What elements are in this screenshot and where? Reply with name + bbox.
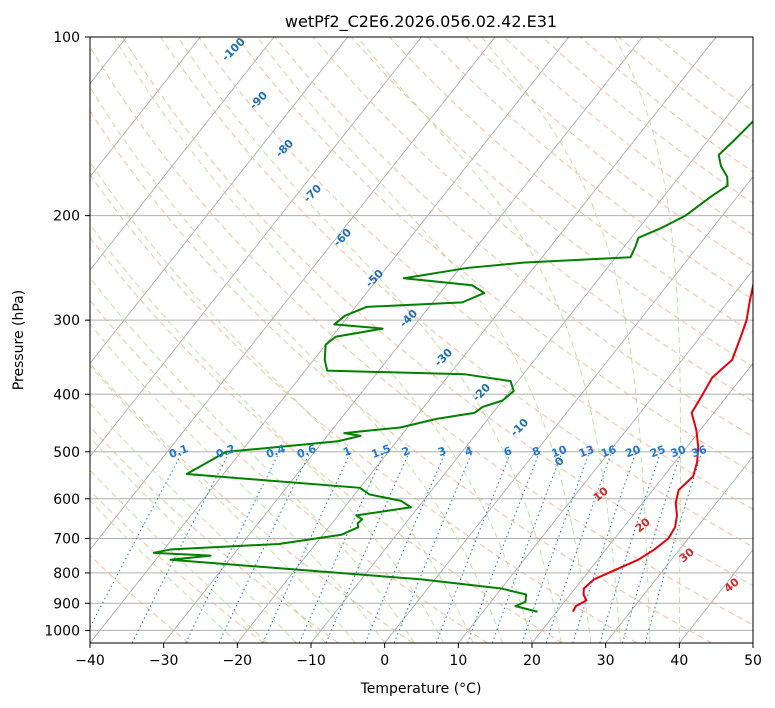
x-tick-label: 20 xyxy=(523,653,541,669)
mixing-ratio-line xyxy=(621,451,682,643)
y-tick-label: 100 xyxy=(53,30,80,46)
y-tick-label: 700 xyxy=(53,532,80,548)
mixing-ratio-line xyxy=(90,451,184,629)
dry-adiabat-line xyxy=(236,37,753,474)
x-tick-label: −10 xyxy=(296,653,326,669)
dewpoint-profile-line xyxy=(152,119,753,613)
mixing-ratio-label: 13 xyxy=(577,443,596,460)
isotherm-line xyxy=(90,37,201,178)
y-axis-title: Pressure (hPa) xyxy=(11,290,27,390)
dry-adiabat-line xyxy=(350,37,753,368)
x-tick-label: 0 xyxy=(380,653,389,669)
isotherm-line xyxy=(90,37,275,271)
mixing-ratio-label: 2 xyxy=(400,444,412,459)
moist-adiabat-line xyxy=(90,277,415,643)
moist-adiabat-line xyxy=(90,469,268,643)
moist-adiabat-line xyxy=(90,223,445,643)
dry-adiabat-line xyxy=(121,37,753,587)
y-tick-label: 400 xyxy=(53,387,80,403)
moist-adiabat-line xyxy=(90,323,386,643)
y-tick-label: 300 xyxy=(53,313,80,329)
mixing-ratio-label: 4 xyxy=(463,444,475,459)
moist-adiabat-line xyxy=(177,37,562,643)
moist-adiabat-line xyxy=(90,436,297,643)
dry-adiabat-line xyxy=(90,236,563,643)
moist-adiabat-line xyxy=(90,500,238,643)
mixing-ratio-label: 16 xyxy=(599,443,618,461)
isotherm-line xyxy=(90,37,570,643)
dry-adiabat-line xyxy=(90,45,753,626)
dry-adiabat-line xyxy=(90,299,488,643)
moist-adiabat-line xyxy=(356,37,621,643)
isotherm-line xyxy=(752,642,753,643)
y-tick-label: 500 xyxy=(53,445,80,461)
dry-adiabat-line xyxy=(198,37,753,511)
x-tick-label: −30 xyxy=(149,653,179,669)
isotherm-line xyxy=(90,37,496,551)
mixing-ratio-label: 36 xyxy=(690,443,709,461)
moist-adiabat-line xyxy=(481,37,651,643)
mixing-ratio-label: 30 xyxy=(669,443,688,461)
chart-title: wetPf2_C2E6.2026.056.02.42.E31 xyxy=(285,12,557,32)
mixing-ratio-label: 8 xyxy=(531,444,543,459)
mixing-ratio-label: 25 xyxy=(648,443,667,460)
y-tick-label: 800 xyxy=(53,566,80,582)
mixing-ratio-line xyxy=(262,451,352,643)
x-tick-label: 30 xyxy=(597,653,615,669)
y-tick-label: 1000 xyxy=(44,623,80,639)
mixing-ratio-label: 20 xyxy=(624,443,643,461)
mixing-ratio-line xyxy=(572,451,637,643)
x-tick-label: 40 xyxy=(670,653,688,669)
dry-adiabat-line xyxy=(312,37,753,402)
plot-background xyxy=(90,37,753,643)
dry-adiabat-line xyxy=(160,37,753,548)
moist-adiabat-line xyxy=(90,364,356,643)
mixing-ratio-line xyxy=(545,451,613,643)
y-tick-label: 200 xyxy=(53,209,80,225)
plot-frame xyxy=(89,36,754,644)
x-tick-label: 10 xyxy=(449,653,467,669)
dry-adiabat-line xyxy=(274,37,753,438)
mixing-ratio-label: 1 xyxy=(341,444,353,459)
dry-adiabat-line xyxy=(90,173,638,643)
x-tick-label: 50 xyxy=(744,653,762,669)
mixing-ratio-label: 10 xyxy=(550,443,569,461)
mixing-ratio-label: 0.4 xyxy=(264,442,287,461)
mixing-ratio-line xyxy=(467,451,541,643)
mixing-ratio-line xyxy=(599,451,662,643)
mixing-ratio-line xyxy=(218,451,311,643)
mixing-ratio-label: 1.5 xyxy=(370,442,393,461)
isotherm-line xyxy=(90,37,422,458)
isotherm-line xyxy=(531,362,753,643)
isotherm-line xyxy=(605,455,753,643)
moist-adiabat-line xyxy=(90,86,504,643)
dry-adiabat-line xyxy=(90,554,190,643)
isotherm-line xyxy=(237,37,717,643)
moist-adiabat-line xyxy=(90,161,474,643)
y-tick-label: 900 xyxy=(53,596,80,612)
isotherm-line xyxy=(163,37,643,643)
isotherm-line xyxy=(384,176,753,643)
isotherm-line xyxy=(90,37,349,364)
mixing-ratio-label: 0.6 xyxy=(295,442,318,461)
x-axis-title: Temperature (°C) xyxy=(360,681,482,697)
dry-adiabat-line xyxy=(90,362,414,643)
y-tick-label: 600 xyxy=(53,492,80,508)
mixing-ratio-label: 6 xyxy=(502,444,514,459)
x-tick-label: −40 xyxy=(75,653,105,669)
dry-adiabat-line xyxy=(90,110,712,643)
mixing-ratio-label: 0.1 xyxy=(167,442,190,461)
temperature-profile-line xyxy=(572,281,753,613)
moist-adiabat-line xyxy=(113,37,533,643)
mixing-ratio-label: 0.2 xyxy=(214,442,237,461)
mixing-ratio-line xyxy=(435,451,512,643)
mixing-ratio-label: 3 xyxy=(436,444,448,459)
mixing-ratio-line xyxy=(644,451,703,643)
x-tick-label: −20 xyxy=(223,653,253,669)
